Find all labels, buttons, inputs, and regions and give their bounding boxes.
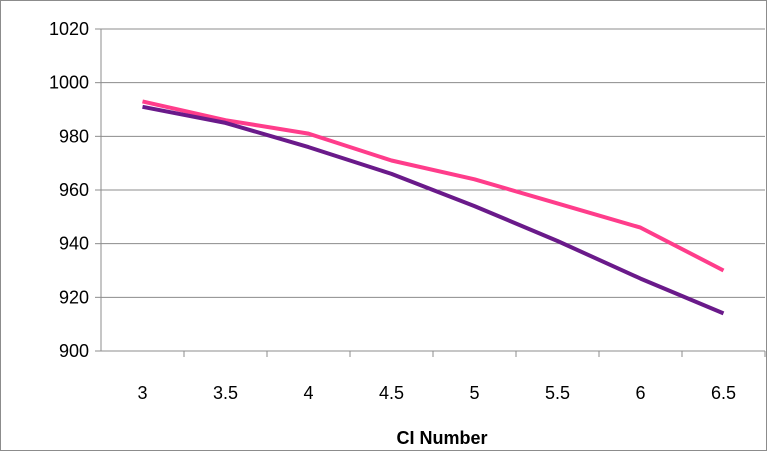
y-tick-label: 960: [59, 180, 89, 200]
series-line-1: [142, 99, 725, 273]
y-tick-label: 980: [59, 126, 89, 146]
series-lines: [142, 99, 725, 316]
x-axis-title: CI Number: [396, 428, 487, 448]
x-tick-label: 6.5: [711, 383, 736, 403]
y-tick-label: 1020: [49, 19, 89, 39]
x-tick-label: 3.5: [213, 383, 238, 403]
x-tick-label: 6: [635, 383, 645, 403]
x-tick-label: 5: [469, 383, 479, 403]
x-tick-label: 4: [303, 383, 313, 403]
y-tick-label: 900: [59, 341, 89, 361]
tick-labels: 900 920 940 960 980 1000 1020 3 3.5 4 4.5 5 5.5 6 6.5: [49, 19, 736, 403]
y-tick-label: 1000: [49, 73, 89, 93]
y-tick-label: 920: [59, 287, 89, 307]
x-tick-label: 3: [137, 383, 147, 403]
x-tick-label: 4.5: [379, 383, 404, 403]
series-line-2: [142, 104, 725, 316]
y-tick-label: 940: [59, 234, 89, 254]
axes: [100, 29, 766, 357]
x-tick-label: 5.5: [545, 383, 570, 403]
